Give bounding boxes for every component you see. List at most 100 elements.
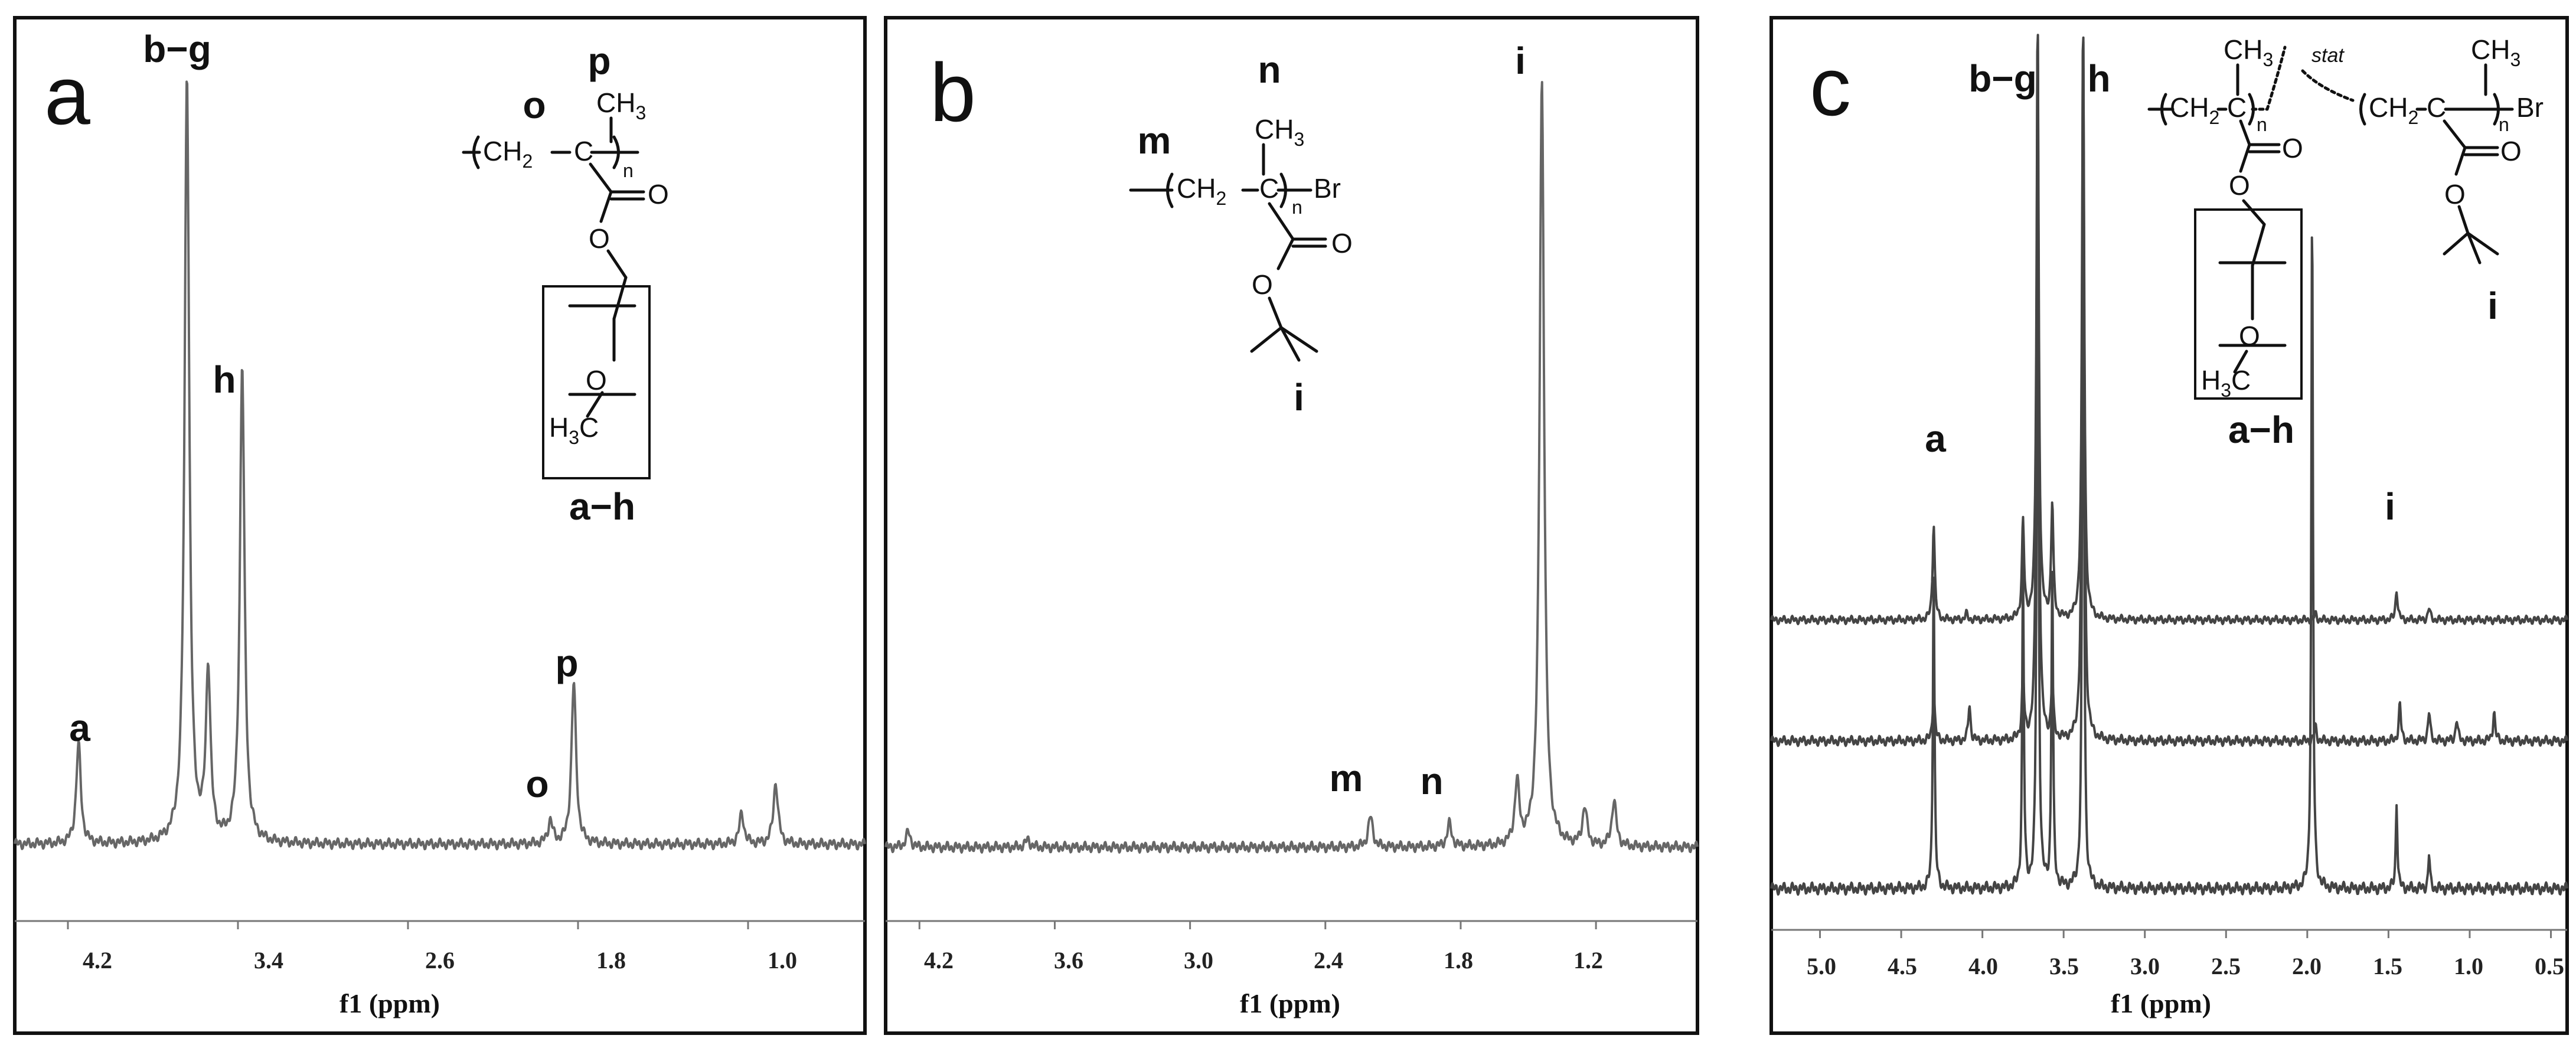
panel-a-letter: a [44,49,90,142]
panel-c-x-tick: 1.5 [2373,953,2402,979]
panel-c: c 5.0 4.5 4.0 3.5 3.0 2.5 2.0 1.5 1.0 0.… [1769,16,2569,1035]
panel-c-frame [1769,16,2569,1035]
panel-a-peak-label-o: o [523,84,546,126]
svg-text:CH3: CH3 [2471,34,2521,70]
panel-b-peak-label-m: m [1330,757,1363,799]
panel-a-x-tick: 1.8 [596,947,626,974]
panel-a-x-tick: 4.2 [83,947,112,974]
panel-b-letter: b [930,46,976,139]
panel-a-x-axis-title: f1 (ppm) [339,988,440,1018]
svg-text:stat: stat [2311,44,2345,67]
svg-text:O: O [2229,170,2250,201]
svg-text:n: n [2257,114,2267,135]
svg-text:CH3: CH3 [1255,114,1304,150]
svg-text:C: C [2427,92,2446,123]
svg-text:CH2: CH2 [483,136,533,172]
svg-text:Br: Br [1314,173,1341,204]
panel-a: a 4.2 3.4 2.6 1.8 1.0 f1 (ppm) b−g p o h… [13,16,867,1035]
spectrum-trace [1770,34,2568,625]
panel-b-x-ticks [918,921,1597,929]
spectrum-trace [1770,63,2568,896]
panel-c-x-tick: 3.0 [2130,953,2160,979]
panel-b-structure: CH3 CH2 C n Br O O [1129,114,1353,362]
svg-text:Br: Br [2516,92,2544,123]
panel-b-x-axis-title: f1 (ppm) [1240,988,1340,1018]
svg-text:n: n [2499,114,2509,135]
panel-a-x-tick: 1.0 [768,947,797,974]
spectrum-trace [884,81,1699,854]
svg-text:CH2: CH2 [2369,92,2418,128]
panel-c-x-ticks [1819,930,2552,938]
panel-a-x-tick: 3.4 [254,947,283,974]
panel-c-x-tick: 2.5 [2211,953,2241,979]
panel-b-x-tick: 2.4 [1314,947,1343,974]
svg-text:CH3: CH3 [596,87,646,123]
svg-text:O: O [648,179,669,210]
panel-a-spectrum [14,73,866,851]
panel-c-peak-label-b-g: b−g [1968,57,2037,100]
panel-b-spectrum [884,79,1699,854]
panel-a-peak-label-a: a [69,707,90,749]
svg-text:O: O [2282,133,2303,164]
panel-c-x-tick: 4.0 [1968,953,1998,979]
svg-text:C: C [574,136,593,166]
panel-c-x-tick: 2.0 [2292,953,2322,979]
spectrum-peak [1933,522,1935,524]
svg-text:O: O [1331,228,1353,259]
svg-text:O: O [1252,269,1273,300]
panel-c-x-tick: 3.5 [2049,953,2079,979]
panel-a-x-tick: 2.6 [425,947,455,974]
panel-c-structure: CH3 CH2 C n stat O O O H3C [2147,34,2544,401]
spectrum-peak [241,365,243,367]
panel-a-peak-label-h: h [213,358,236,401]
spectrum-peak [2311,200,2313,201]
svg-text:H3C: H3C [2201,365,2251,401]
panel-b-peak-label-m-structure: m [1138,119,1171,162]
svg-text:O: O [2444,179,2466,210]
panel-b-peak-label-n-structure: n [1258,48,1281,91]
spectrum-peak [2456,719,2457,720]
panel-a-frame [13,16,867,1035]
spectrum-peak [1541,79,1543,81]
svg-text:O: O [589,223,610,254]
spectrum-peak [186,73,188,75]
panel-b-peak-label-i-structure: i [1294,376,1304,419]
svg-text:C: C [2227,92,2247,123]
panel-a-peak-label-b-g: b−g [143,28,211,70]
panel-a-structure: CH3 CH2 C n O O O H3C [462,87,669,479]
panel-c-peak-label-h: h [2087,57,2110,100]
panel-b-x-tick: 3.0 [1184,947,1213,974]
svg-text:CH2: CH2 [1177,173,1226,209]
panel-c-peak-label-a: a [1925,417,1946,460]
panel-c-peak-label-i-structure: i [2487,285,2498,327]
spectrum-peak [2396,589,2398,591]
spectrum-trace [1770,38,2568,747]
panel-b: b 4.2 3.6 3.0 2.4 1.8 1.2 f1 (ppm) n i m… [884,16,1699,1035]
panel-a-x-ticks [67,921,749,929]
panel-a-peak-label-a-h: a−h [569,485,635,528]
panel-c-x-tick: 0.5 [2535,953,2564,979]
panel-b-x-tick: 1.8 [1444,947,1473,974]
panel-b-x-tick: 4.2 [924,947,954,974]
svg-text:O: O [2500,136,2522,166]
spectrum-trace [14,80,866,851]
panel-c-x-tick: 1.0 [2454,953,2483,979]
panel-b-peak-label-i: i [1515,40,1526,82]
panel-b-x-tick: 1.2 [1573,947,1603,974]
svg-text:O: O [586,365,607,396]
svg-text:H3C: H3C [549,412,599,448]
panel-b-peak-label-n: n [1420,760,1443,802]
panel-c-peak-label-i: i [2385,485,2395,528]
panel-b-frame [884,16,1699,1035]
panel-c-x-axis-title: f1 (ppm) [2111,988,2211,1018]
svg-text:CH2: CH2 [2170,92,2219,128]
panel-c-letter: c [1810,40,1851,133]
svg-text:C: C [1259,173,1279,204]
panel-c-x-tick: 4.5 [1888,953,1917,979]
svg-text:n: n [1292,197,1302,218]
panel-c-x-tick: 5.0 [1807,953,1836,979]
panel-a-peak-label-p-structure: p [587,40,610,82]
panel-b-x-tick: 3.6 [1054,947,1083,974]
spectrum-peak [2396,801,2398,802]
